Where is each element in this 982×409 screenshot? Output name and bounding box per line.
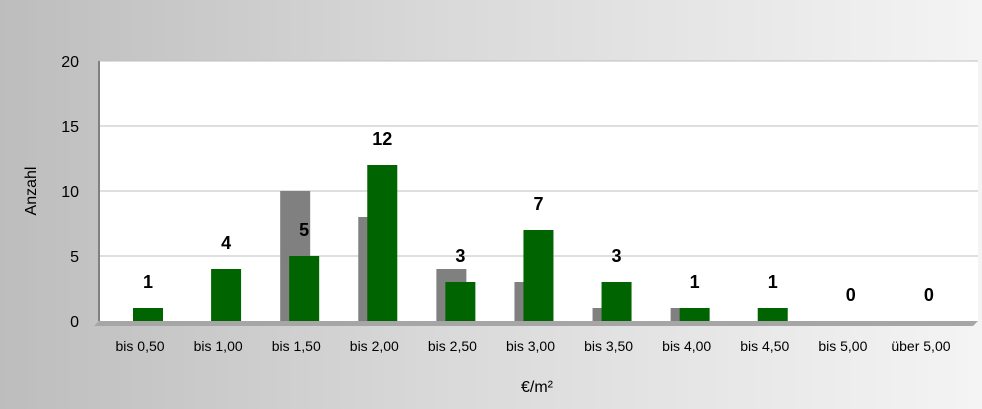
data-label: 0 [924, 285, 934, 305]
bar-series-2 [523, 230, 554, 321]
data-label: 5 [299, 220, 309, 240]
x-tick-label: bis 4,50 [740, 338, 789, 354]
y-tick-label: 15 [61, 119, 79, 136]
data-label: 12 [372, 129, 392, 149]
y-tick-label: 10 [61, 184, 79, 201]
gridlines [99, 60, 978, 257]
bar-series-2 [679, 308, 710, 321]
x-tick-label: bis 1,00 [194, 338, 243, 354]
bar-series-2 [757, 308, 788, 321]
x-tick-label: bis 5,00 [818, 338, 867, 354]
bar-series-2 [367, 165, 398, 321]
bar-series-2 [445, 282, 476, 321]
x-tick-label: bis 1,50 [272, 338, 321, 354]
bars [133, 165, 788, 321]
x-axis-title: €/m² [521, 379, 554, 396]
x-tick-label: über 5,00 [891, 338, 950, 354]
data-label: 3 [612, 246, 622, 266]
data-label: 1 [690, 272, 700, 292]
x-tick-label: bis 2,00 [350, 338, 399, 354]
y-axis-title: Anzahl [23, 167, 40, 216]
bar-series-2 [133, 308, 163, 321]
data-label: 3 [455, 246, 465, 266]
x-tick-label: bis 2,50 [428, 338, 477, 354]
y-tick-labels: 0 5 10 15 20 [61, 54, 79, 331]
data-label: 1 [768, 272, 778, 292]
bar-series-2 [211, 269, 242, 321]
x-tick-labels: bis 0,50 bis 1,00 bis 1,50 bis 2,00 bis 2,50… [116, 338, 951, 354]
x-tick-label: bis 0,50 [116, 338, 165, 354]
x-tick-label: bis 3,50 [584, 338, 633, 354]
bar-series-2 [601, 282, 632, 321]
x-tick-label: bis 4,00 [662, 338, 711, 354]
data-label: 0 [846, 285, 856, 305]
y-tick-label: 20 [61, 54, 79, 71]
data-label: 4 [221, 233, 231, 253]
y-tick-label: 5 [70, 249, 79, 266]
data-label: 1 [143, 272, 153, 292]
data-label: 7 [533, 194, 543, 214]
x-axis-floor [94, 321, 978, 326]
bar-series-2 [289, 256, 320, 321]
y-tick-label: 0 [70, 314, 79, 331]
data-labels: 1 4 5 12 3 7 3 1 1 0 0 [143, 129, 934, 305]
x-tick-label: bis 3,00 [506, 338, 555, 354]
